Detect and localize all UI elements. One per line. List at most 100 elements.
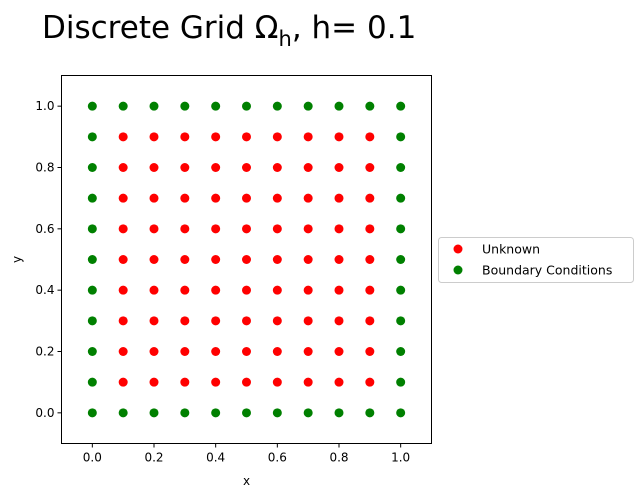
point	[303, 132, 313, 142]
point	[242, 347, 251, 356]
point	[211, 316, 221, 326]
point	[396, 347, 406, 356]
point	[334, 255, 344, 264]
point	[211, 101, 221, 111]
chart-title-suffix: , h= 0.1	[292, 10, 416, 46]
point	[396, 255, 406, 264]
point	[334, 408, 344, 418]
point	[211, 193, 221, 203]
legend-label-boundary-conditions: Boundary Conditions	[482, 263, 612, 278]
point	[272, 132, 282, 142]
y-tick-label: 0.8	[35, 161, 54, 175]
point	[242, 377, 251, 387]
legend-marker-boundary-conditions	[453, 265, 463, 275]
y-tick-label: 0.2	[35, 345, 54, 359]
point	[365, 255, 375, 264]
point	[180, 224, 190, 234]
point	[87, 316, 97, 326]
point	[365, 377, 375, 387]
point	[118, 255, 128, 264]
point	[272, 163, 282, 172]
point	[87, 408, 97, 418]
point	[365, 224, 375, 234]
legend-frame	[438, 237, 634, 283]
point	[272, 316, 282, 326]
point	[118, 132, 128, 142]
point	[180, 347, 190, 356]
point	[87, 193, 97, 203]
point	[396, 193, 406, 203]
point	[303, 347, 313, 356]
point	[87, 377, 97, 387]
point	[180, 285, 190, 295]
point	[334, 285, 344, 295]
point	[365, 101, 375, 111]
point	[272, 255, 282, 264]
point	[396, 285, 406, 295]
point	[118, 377, 128, 387]
point	[272, 285, 282, 295]
point	[272, 347, 282, 356]
point	[365, 285, 375, 295]
point	[334, 132, 344, 142]
x-tick-label: 0.4	[206, 451, 225, 465]
x-tick-label: 1.0	[391, 451, 410, 465]
point	[334, 163, 344, 172]
point	[118, 285, 128, 295]
point	[118, 101, 128, 111]
legend: Unknown Boundary Conditions	[438, 237, 634, 283]
point	[118, 316, 128, 326]
point	[242, 101, 251, 111]
series-boundary-conditions	[87, 101, 406, 418]
point	[149, 163, 159, 172]
point	[180, 101, 190, 111]
point	[211, 347, 221, 356]
point	[272, 408, 282, 418]
point	[87, 101, 97, 111]
y-tick-label: 1.0	[35, 99, 54, 113]
point	[242, 285, 251, 295]
point	[87, 285, 97, 295]
point	[272, 224, 282, 234]
point	[365, 193, 375, 203]
points-layer	[87, 101, 406, 418]
point	[211, 224, 221, 234]
point	[272, 101, 282, 111]
point	[180, 193, 190, 203]
point	[149, 193, 159, 203]
point	[149, 285, 159, 295]
point	[396, 224, 406, 234]
point	[87, 255, 97, 264]
point	[303, 316, 313, 326]
point	[365, 163, 375, 172]
legend-label-unknown: Unknown	[482, 242, 540, 257]
ticks-layer: 0.0 0.2 0.4 0.6 0.8 1.0 0.0 0.2 0.4 0.6 0.8 1.0	[35, 99, 410, 464]
point	[303, 377, 313, 387]
y-tick-label: 0.0	[35, 406, 54, 420]
point	[118, 163, 128, 172]
point	[149, 101, 159, 111]
point	[396, 377, 406, 387]
point	[303, 101, 313, 111]
point	[365, 316, 375, 326]
point	[334, 316, 344, 326]
point	[303, 193, 313, 203]
point	[149, 224, 159, 234]
point	[180, 255, 190, 264]
point	[396, 101, 406, 111]
point	[211, 132, 221, 142]
chart-title: Discrete Grid Ωh, h= 0.1	[42, 10, 416, 51]
point	[303, 408, 313, 418]
point	[303, 163, 313, 172]
point	[87, 347, 97, 356]
point	[118, 224, 128, 234]
point	[149, 377, 159, 387]
point	[180, 316, 190, 326]
point	[149, 347, 159, 356]
point	[272, 193, 282, 203]
plot-frame	[61, 75, 432, 444]
point	[272, 377, 282, 387]
x-tick-label: 0.8	[329, 451, 348, 465]
point	[334, 193, 344, 203]
